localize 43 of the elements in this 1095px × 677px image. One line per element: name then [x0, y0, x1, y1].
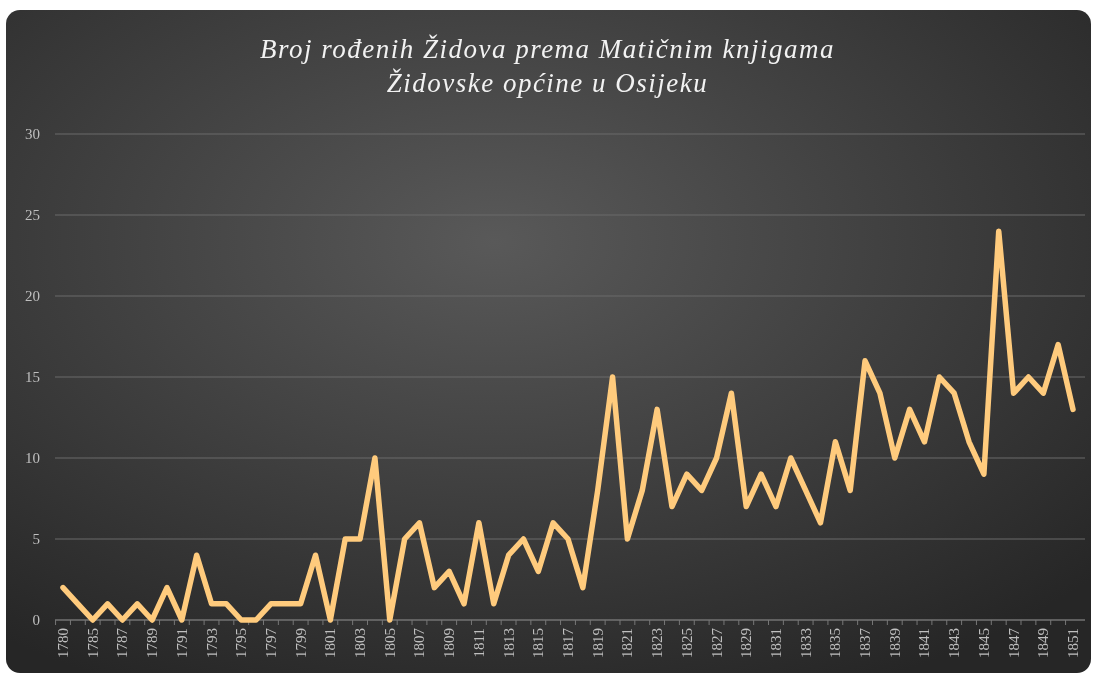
x-tick-label: 1841	[916, 628, 933, 658]
x-tick-label: 1811	[470, 628, 487, 658]
x-tick-label: 1823	[649, 628, 666, 658]
x-tick-label: 1797	[262, 627, 279, 658]
x-tick-label: 1799	[292, 628, 309, 658]
x-tick-label: 1793	[203, 628, 220, 658]
x-tick-label: 1831	[767, 628, 784, 658]
x-tick-label: 1819	[589, 628, 606, 658]
y-tick-label: 10	[25, 450, 40, 466]
x-tick-label: 1827	[708, 627, 725, 658]
y-tick-label: 20	[25, 288, 40, 304]
x-tick-label: 1801	[322, 628, 339, 658]
x-tick-label: 1845	[975, 628, 992, 658]
y-tick-label: 30	[25, 126, 40, 142]
x-tick-label: 1805	[381, 628, 398, 658]
x-tick-label: 1815	[530, 628, 547, 658]
y-tick-label: 15	[25, 369, 40, 385]
y-tick-label: 5	[32, 531, 40, 547]
x-tick-label: 1789	[144, 628, 161, 658]
x-tick-label: 1833	[797, 628, 814, 658]
x-tick-label: 1807	[411, 627, 428, 658]
x-tick-label: 1851	[1065, 628, 1081, 658]
x-tick-label: 1843	[946, 628, 963, 658]
x-tick-label: 1809	[441, 628, 458, 658]
x-tick-label: 1849	[1035, 628, 1052, 658]
x-tick-label: 1780	[55, 628, 71, 658]
x-tick-label: 1791	[173, 628, 190, 658]
x-tick-label: 1785	[84, 628, 101, 658]
x-tick-label: 1813	[500, 628, 517, 658]
y-tick-label: 0	[32, 612, 40, 628]
x-tick-label: 1835	[827, 628, 844, 658]
x-tick-label: 1821	[619, 628, 636, 658]
x-tick-label: 1847	[1005, 627, 1022, 658]
x-tick-label: 1839	[886, 628, 903, 658]
x-tick-label: 1817	[560, 627, 576, 658]
x-tick-label: 1837	[857, 627, 874, 658]
x-tick-label: 1795	[233, 628, 250, 658]
y-tick-label: 25	[25, 207, 40, 223]
x-tick-label: 1829	[738, 628, 755, 658]
x-tick-label: 1825	[678, 628, 695, 658]
chart-title: Broj rođenih Židova prema Matičnim knjigama Židovske općine u Osijeku	[259, 34, 836, 98]
x-tick-label: 1787	[114, 627, 131, 658]
x-tick-label: 1803	[352, 628, 369, 658]
